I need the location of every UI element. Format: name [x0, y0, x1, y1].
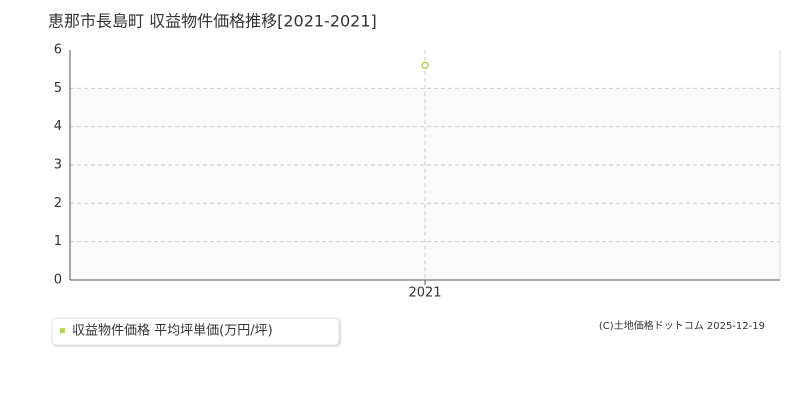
data-point [421, 61, 429, 70]
legend-swatch [60, 328, 65, 333]
y-tick-label: 5 [54, 81, 62, 96]
credit: (C)土地価格ドットコム 2025-12-19 [599, 319, 765, 332]
chart-title: 恵那市長島町 収益物件価格推移[2021-2021] [48, 12, 377, 31]
y-tick-label: 1 [54, 234, 62, 249]
x-tick-label: 2021 [408, 286, 441, 301]
y-tick-label: 3 [54, 158, 62, 173]
y-tick-label: 4 [54, 119, 62, 134]
legend-box [51, 317, 340, 346]
y-tick-label: 0 [54, 273, 62, 288]
y-tick-label: 6 [54, 43, 62, 58]
y-tick-label: 2 [54, 196, 62, 211]
legend-label: 収益物件価格 平均坪単価(万円/坪) [72, 323, 273, 339]
